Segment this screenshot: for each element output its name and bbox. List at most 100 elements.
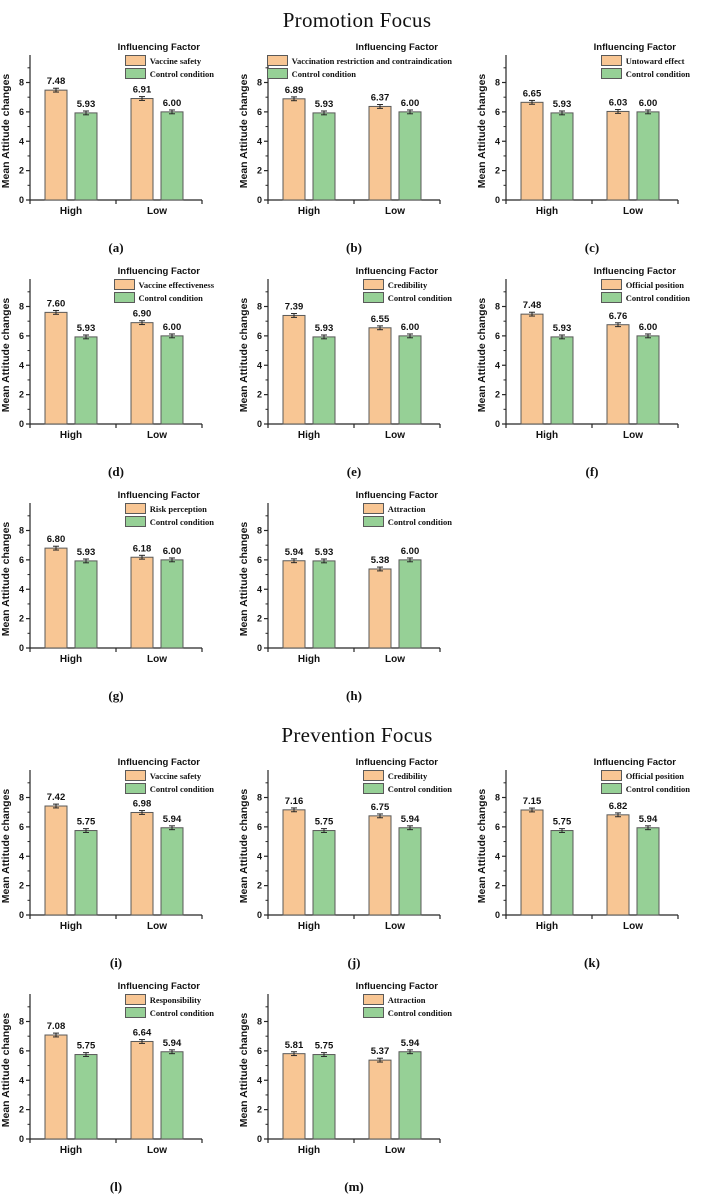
y-axis-label: Mean Attitude changes — [0, 522, 12, 637]
bar-chart-l: 0 2 4 6 8 Mean Attitude changes High 7.08 5.75 Lo… — [0, 994, 203, 1156]
bar-value-label: 5.37 — [371, 1046, 390, 1057]
x-category-label: High — [298, 654, 320, 665]
error-bar — [645, 333, 651, 339]
y-tick-label: 4 — [257, 584, 262, 594]
bar-value-label: 6.18 — [133, 543, 152, 554]
bar-chart-j: 0 2 4 6 8 Mean Attitude changes High 7.16 5.75 Lo… — [238, 770, 441, 932]
section-title-promotion: Promotion Focus — [282, 8, 432, 32]
legend-label: Control condition — [625, 292, 690, 303]
bar-value-label: 5.94 — [163, 814, 182, 825]
legend-item-factor: Vaccine safety — [124, 770, 202, 781]
bar-chart-b: 0 2 4 6 8 Mean Attitude changes High 6.89 5.93 Lo… — [238, 55, 441, 217]
y-tick-label: 4 — [19, 851, 24, 861]
y-tick-label: 6 — [19, 331, 24, 341]
chart-area: 0 2 4 6 8 Mean Attitude changes High 7.16 5.75 Lo… — [238, 754, 476, 946]
control-bar-low — [636, 335, 660, 425]
factor-bar-high — [44, 805, 68, 916]
chart-area: 0 2 4 6 8 Mean Attitude changes High 5.94 5.93 Lo… — [238, 487, 476, 679]
factor-bar-high — [44, 547, 68, 649]
error-bar — [559, 110, 565, 116]
y-tick-label: 8 — [19, 302, 24, 312]
legend-item-factor: Official position — [600, 770, 685, 781]
bar-chart-g: 0 2 4 6 8 Mean Attitude changes High 6.80 5.93 Lo… — [0, 503, 203, 665]
legend-item-factor: Responsibility — [124, 994, 201, 1005]
legend-item-control: Control condition — [266, 68, 356, 79]
legend-item-control: Control condition — [124, 1007, 214, 1018]
factor-bar-high — [282, 98, 306, 201]
error-bar — [407, 557, 413, 563]
y-axis-label: Mean Attitude changes — [238, 789, 250, 904]
legend-label: Official position — [625, 770, 685, 781]
factor-swatch-icon — [124, 55, 146, 66]
legend-label: Control condition — [625, 68, 690, 79]
legend-label: Vaccine safety — [149, 770, 202, 781]
factor-bar-low — [606, 110, 630, 201]
legend: Influencing Factor Untoward effect Contro… — [594, 42, 690, 79]
control-swatch-icon — [266, 68, 288, 79]
legend-item-control: Control condition — [600, 68, 690, 79]
y-tick-label: 2 — [19, 614, 24, 624]
legend-item-control: Control condition — [362, 516, 452, 527]
legend: Influencing Factor Vaccine safety Control… — [118, 42, 214, 79]
error-bar — [83, 558, 89, 564]
legend-label: Control condition — [149, 516, 214, 527]
factor-bar-high — [282, 809, 306, 916]
bar-value-label: 6.91 — [133, 85, 152, 96]
bar-value-label: 7.42 — [47, 792, 66, 803]
control-swatch-icon — [113, 292, 135, 303]
y-tick-label: 6 — [19, 107, 24, 117]
control-bar-low — [636, 827, 660, 916]
error-bar — [321, 1052, 327, 1057]
control-swatch-icon — [124, 1007, 146, 1018]
bar-value-label: 5.93 — [315, 323, 334, 334]
legend-rows: Vaccine effectiveness Control condition — [113, 279, 214, 303]
bar-value-label: 5.93 — [315, 547, 334, 558]
y-tick-label: 8 — [257, 1017, 262, 1027]
factor-bar-high — [282, 314, 306, 425]
error-bar — [321, 110, 327, 116]
chart-panel-k: 0 2 4 6 8 Mean Attitude changes High 7.15 5.75 Lo… — [476, 754, 714, 976]
bar-value-label: 5.75 — [77, 1041, 96, 1052]
y-tick-label: 2 — [19, 881, 24, 891]
legend-label: Vaccination restriction and contraindica… — [291, 55, 452, 66]
error-bar — [53, 1032, 59, 1038]
chart-panel-i: 0 2 4 6 8 Mean Attitude changes High 7.42 5.75 Lo… — [0, 754, 238, 976]
y-tick-label: 0 — [495, 195, 500, 205]
x-category-label: Low — [623, 430, 643, 441]
legend: Influencing Factor Responsibility Control… — [118, 981, 214, 1018]
x-category-label: High — [536, 430, 558, 441]
y-tick-label: 8 — [495, 78, 500, 88]
x-category-label: High — [536, 921, 558, 932]
control-bar-high — [550, 830, 574, 916]
y-tick-label: 4 — [19, 1075, 24, 1085]
bar-value-label: 6.98 — [133, 799, 152, 810]
legend-label: Control condition — [387, 1007, 452, 1018]
y-tick-label: 8 — [257, 78, 262, 88]
control-bar-low — [160, 559, 184, 649]
y-tick-label: 6 — [19, 1046, 24, 1056]
factor-bar-high — [282, 1053, 306, 1140]
control-bar-low — [160, 335, 184, 425]
control-bar-high — [74, 112, 98, 201]
control-swatch-icon — [124, 516, 146, 527]
y-tick-label: 8 — [257, 793, 262, 803]
legend-title: Influencing Factor — [355, 42, 438, 53]
error-bar — [139, 320, 145, 326]
legend-item-control: Control condition — [362, 292, 452, 303]
legend-title: Influencing Factor — [117, 490, 200, 501]
error-bar — [321, 558, 327, 564]
factor-swatch-icon — [362, 279, 384, 290]
error-bar — [53, 309, 59, 315]
factor-bar-low — [606, 324, 630, 425]
legend-title: Influencing Factor — [355, 490, 438, 501]
legend-title: Influencing Factor — [117, 981, 200, 992]
x-category-label: High — [298, 1145, 320, 1156]
legend-item-factor: Attraction — [362, 503, 425, 514]
factor-bar-high — [282, 560, 306, 649]
bar-chart-d: 0 2 4 6 8 Mean Attitude changes High 7.60 5.93 Lo… — [0, 279, 203, 441]
control-bar-low — [160, 111, 184, 201]
legend-title: Influencing Factor — [355, 981, 438, 992]
legend-item-control: Control condition — [124, 783, 214, 794]
legend-item-control: Control condition — [362, 1007, 452, 1018]
chart-area: 0 2 4 6 8 Mean Attitude changes High 6.89 5.93 Lo… — [238, 39, 476, 231]
